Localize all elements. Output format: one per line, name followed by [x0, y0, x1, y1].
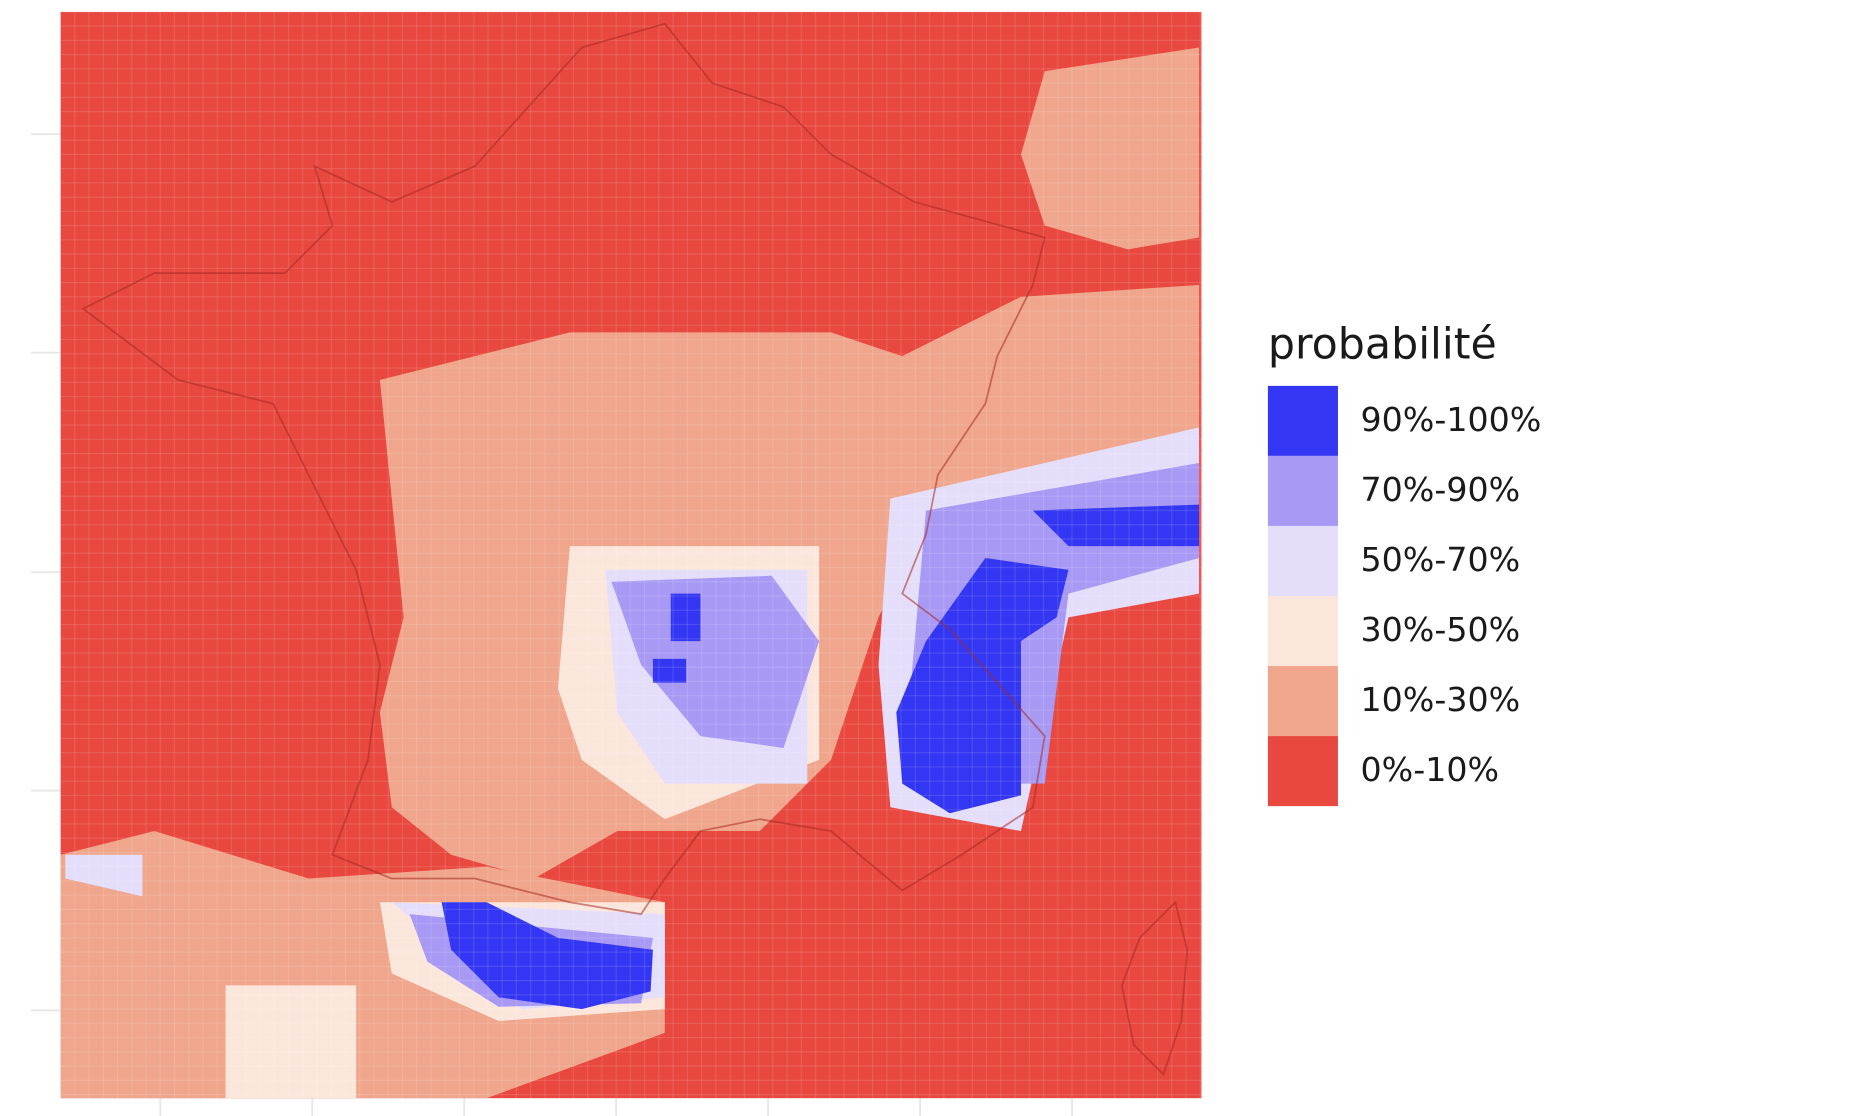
- cell-grid: [59, 11, 1202, 1099]
- probability-zone: [225, 985, 357, 1099]
- probability-zone: [60, 831, 665, 1099]
- legend-label: 90%-100%: [1361, 400, 1542, 439]
- probability-zone: [670, 593, 701, 642]
- legend-label: 0%-10%: [1361, 750, 1500, 789]
- probability-zone: [441, 902, 653, 1010]
- probability-zone: [611, 575, 820, 748]
- france-outline: [81, 22, 1046, 916]
- legend-swatch: [1267, 666, 1338, 737]
- probability-zone: [896, 558, 1069, 814]
- probability-zone: [1032, 504, 1200, 547]
- legend-label: 10%-30%: [1361, 680, 1521, 719]
- probability-zone: [65, 854, 143, 897]
- legend-swatch: [1267, 736, 1338, 807]
- probability-map: [60, 11, 1202, 1099]
- legend-title: probabilité: [1268, 320, 1497, 370]
- legend-swatch: [1267, 595, 1338, 667]
- probability-zone: [1020, 47, 1200, 250]
- probability-zone: [652, 658, 687, 683]
- legend-swatch: [1267, 455, 1338, 526]
- legend-swatch: [1267, 385, 1338, 456]
- legend: 90%-100% 70%-90% 50%-70% 30%-50% 10%-30% 0%-1…: [1267, 385, 1542, 807]
- axis-ticks: [30, 133, 1073, 1116]
- legend-label: 50%-70%: [1361, 540, 1521, 579]
- corsica-outline: [1120, 900, 1189, 1077]
- legend-swatch: [1267, 525, 1338, 596]
- legend-label: 30%-50%: [1361, 610, 1521, 649]
- legend-label: 70%-90%: [1361, 470, 1521, 509]
